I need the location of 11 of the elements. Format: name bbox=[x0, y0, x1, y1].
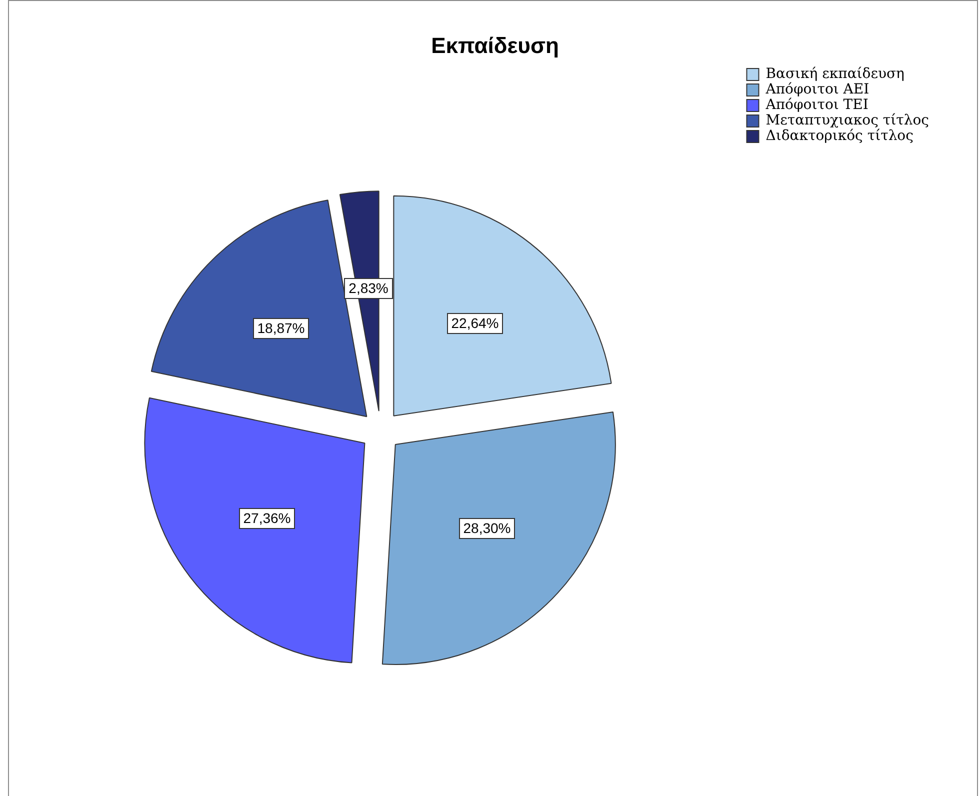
data-label: 2,83% bbox=[348, 280, 388, 296]
legend-label: Μεταπτυχιακος τίτλος bbox=[766, 112, 930, 129]
data-label: 18,87% bbox=[257, 320, 305, 336]
legend-label: Απόφοιτοι ΤΕΙ bbox=[764, 97, 868, 114]
chart-title: Εκπαίδευση bbox=[431, 33, 559, 58]
legend-label: Απόφοιτοι ΑΕΙ bbox=[764, 82, 870, 98]
data-label: 22,64% bbox=[451, 314, 499, 331]
data-label: 27,36% bbox=[243, 510, 291, 526]
legend-label: Διδακτορικός τίτλος bbox=[766, 128, 914, 144]
data-label: 28,30% bbox=[463, 520, 511, 536]
legend-label: Βασική εκπαίδευση bbox=[766, 66, 904, 82]
